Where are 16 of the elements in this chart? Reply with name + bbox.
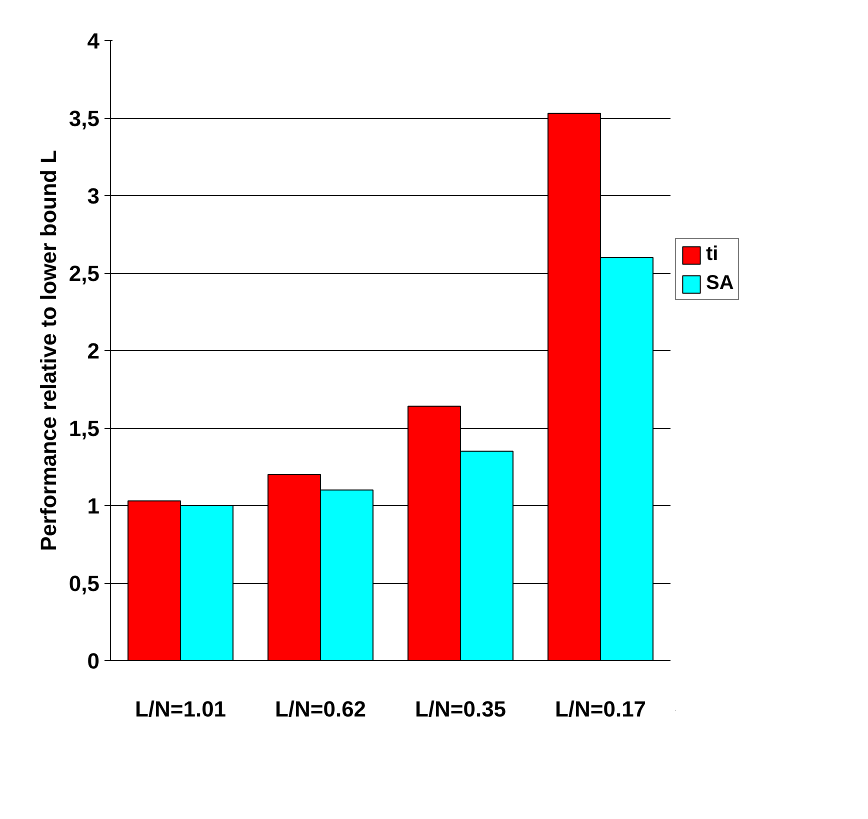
x-tick-label: L/N=0.35: [414, 696, 506, 722]
x-tick-label: L/N=1.01: [134, 696, 226, 722]
x-tick-label: L/N=0.62: [274, 696, 366, 722]
y-tick-label: 1,5: [68, 416, 100, 441]
y-tick-label: 2,5: [68, 261, 100, 286]
x-tick-label: L/N=0.17: [554, 696, 646, 722]
y-tick-label: 3,5: [68, 106, 100, 131]
y-tick-label: 0,5: [68, 571, 100, 596]
y-tick-label: 4: [87, 28, 100, 54]
legend-label: SA: [706, 272, 734, 295]
legend-label: ti: [706, 243, 720, 266]
y-axis-title: Performance relative to lower bound L: [36, 150, 61, 551]
y-tick-label: 1: [87, 494, 100, 518]
y-tick-label: 0: [87, 648, 100, 674]
y-tick-label: 3: [87, 184, 100, 208]
y-tick-label: 2: [87, 338, 100, 364]
